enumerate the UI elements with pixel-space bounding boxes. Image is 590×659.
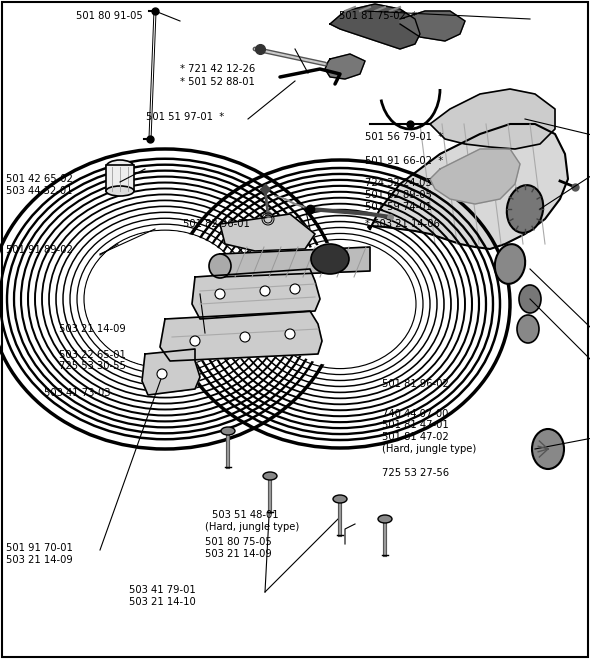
- Circle shape: [285, 329, 295, 339]
- Text: 725 53 30-55: 725 53 30-55: [59, 361, 126, 372]
- Polygon shape: [192, 269, 320, 319]
- Ellipse shape: [311, 244, 349, 274]
- Text: (Hard, jungle type): (Hard, jungle type): [382, 444, 477, 454]
- Text: 501 82 96-01: 501 82 96-01: [183, 219, 250, 229]
- Ellipse shape: [507, 185, 543, 233]
- Text: 501 91 66-02  *: 501 91 66-02 *: [365, 156, 443, 166]
- Polygon shape: [142, 349, 200, 395]
- Text: 501 81 96-02: 501 81 96-02: [382, 378, 449, 389]
- Circle shape: [190, 336, 200, 346]
- Polygon shape: [325, 54, 365, 79]
- Text: 501 91 89-02: 501 91 89-02: [6, 245, 73, 256]
- Text: 503 21 14-09: 503 21 14-09: [6, 555, 73, 565]
- Ellipse shape: [209, 254, 231, 278]
- Polygon shape: [400, 11, 465, 41]
- Circle shape: [157, 369, 167, 379]
- Text: * 501 52 88-01: * 501 52 88-01: [180, 76, 255, 87]
- Ellipse shape: [263, 472, 277, 480]
- Text: 501 81 47-01: 501 81 47-01: [382, 420, 449, 430]
- Text: * 721 42 12-26: * 721 42 12-26: [180, 64, 255, 74]
- Text: 501 56 79-01  *: 501 56 79-01 *: [365, 132, 443, 142]
- Polygon shape: [160, 311, 322, 361]
- Ellipse shape: [106, 160, 134, 174]
- Text: 501 81 75-02  *: 501 81 75-02 *: [339, 11, 417, 22]
- Ellipse shape: [517, 315, 539, 343]
- Circle shape: [260, 286, 270, 296]
- Ellipse shape: [221, 427, 235, 435]
- Polygon shape: [220, 247, 370, 277]
- Text: 501 62 89-05: 501 62 89-05: [365, 190, 431, 200]
- Text: 501 80 91-05: 501 80 91-05: [76, 11, 143, 22]
- Ellipse shape: [532, 429, 564, 469]
- Polygon shape: [430, 149, 520, 204]
- Text: 501 42 65-02: 501 42 65-02: [6, 174, 73, 185]
- Text: 501 80 75-05: 501 80 75-05: [205, 536, 272, 547]
- Text: 503 21 14-10: 503 21 14-10: [129, 597, 195, 608]
- Text: 725 53 27-56: 725 53 27-56: [382, 468, 450, 478]
- Polygon shape: [430, 89, 555, 149]
- Ellipse shape: [495, 244, 525, 284]
- Ellipse shape: [519, 285, 541, 313]
- Text: 503 51 48-01: 503 51 48-01: [212, 510, 279, 521]
- Ellipse shape: [378, 515, 392, 523]
- Ellipse shape: [85, 231, 245, 367]
- Ellipse shape: [268, 242, 412, 366]
- Text: 740 44 07-00: 740 44 07-00: [382, 409, 448, 419]
- Polygon shape: [368, 124, 568, 249]
- Polygon shape: [220, 214, 315, 251]
- Text: 503 21 14-09: 503 21 14-09: [59, 324, 126, 335]
- Circle shape: [215, 289, 225, 299]
- Ellipse shape: [106, 186, 134, 196]
- Text: 503 22 65-01: 503 22 65-01: [59, 349, 126, 360]
- Text: 501 59 74-01: 501 59 74-01: [365, 202, 431, 212]
- Text: 503 44 32-01: 503 44 32-01: [6, 186, 73, 196]
- Text: 501 51 97-01  *: 501 51 97-01 *: [146, 112, 225, 123]
- Bar: [106, 165, 134, 191]
- Circle shape: [240, 332, 250, 342]
- Circle shape: [290, 284, 300, 294]
- Text: * 503 21 14-06: * 503 21 14-06: [365, 219, 440, 229]
- Text: 503 21 14-09: 503 21 14-09: [205, 548, 272, 559]
- Polygon shape: [330, 4, 420, 49]
- Text: 501 91 70-01: 501 91 70-01: [6, 543, 73, 554]
- Text: 503 41 79-01: 503 41 79-01: [129, 585, 195, 596]
- Text: 503 41 73-03: 503 41 73-03: [44, 387, 111, 398]
- Text: 724 32 24-05: 724 32 24-05: [365, 178, 431, 188]
- Text: 501 81 47-02: 501 81 47-02: [382, 432, 449, 442]
- Text: (Hard, jungle type): (Hard, jungle type): [205, 522, 300, 532]
- Ellipse shape: [333, 495, 347, 503]
